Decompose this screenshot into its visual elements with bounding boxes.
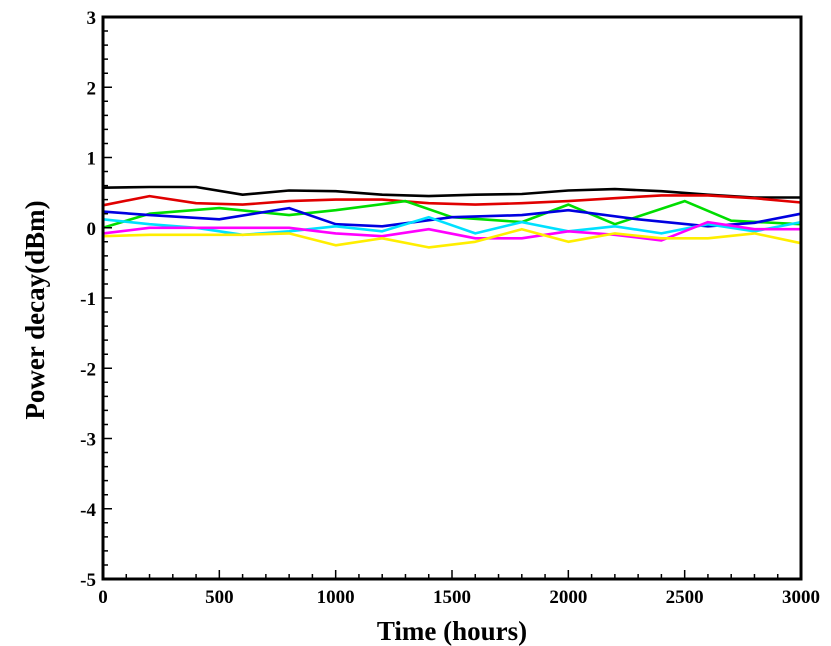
- y-tick-label: 2: [87, 78, 97, 99]
- x-axis-title: Time (hours): [377, 616, 527, 646]
- series-line-1: [102, 185, 801, 199]
- tick-layer: 0 500 1000 1500 2000 2500 3000 3 2 1 0 -1 -2 -3 -4 -5: [80, 8, 820, 608]
- y-tick-label: -4: [80, 500, 96, 521]
- y-tick-label: -2: [80, 359, 96, 380]
- y-axis-title: Power decay(dBm): [20, 200, 50, 419]
- series-line-5: [102, 215, 802, 237]
- x-tick-label: 0: [98, 587, 108, 608]
- y-tick-label: 1: [87, 149, 97, 170]
- plot-frame: [101, 15, 803, 581]
- y-tick-label: -5: [80, 570, 96, 591]
- y-tick-label: 3: [87, 8, 97, 29]
- x-tick-label: 2500: [666, 587, 704, 608]
- series-line-6: [102, 220, 801, 242]
- series-line-7: [102, 227, 802, 249]
- x-tick-label: 3000: [782, 587, 820, 608]
- x-tick-label: 1000: [317, 587, 355, 608]
- series-line-2: [102, 194, 802, 207]
- series-layer: [102, 185, 802, 249]
- y-tick-label: -3: [80, 430, 96, 451]
- x-tick-label: 2000: [549, 587, 587, 608]
- axis-ticks: [102, 16, 802, 580]
- x-tick-label: 1500: [433, 587, 471, 608]
- x-tick-label: 500: [205, 587, 234, 608]
- series-line-4: [102, 206, 802, 228]
- y-tick-label: -1: [80, 289, 96, 310]
- y-tick-label: 0: [87, 219, 97, 240]
